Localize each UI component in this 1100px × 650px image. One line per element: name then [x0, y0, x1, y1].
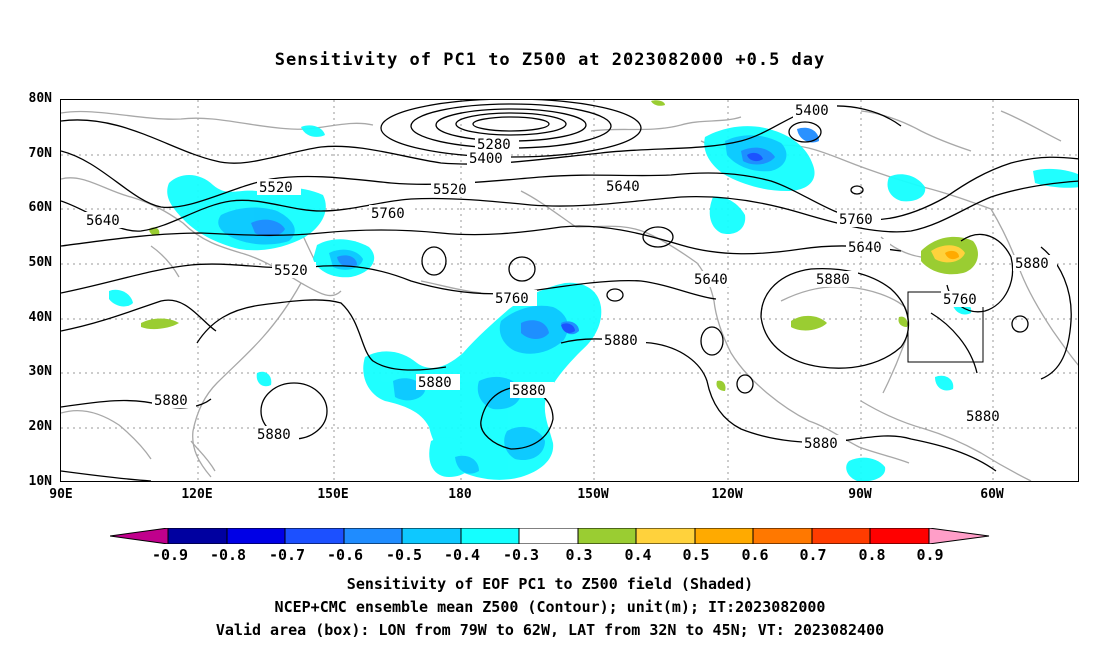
contour-label-7: 5760 — [369, 205, 413, 222]
contour-label-15: 5880 — [1013, 255, 1057, 272]
y-tick-label: 30N — [28, 364, 52, 379]
contour-label-21: 5880 — [964, 408, 1008, 425]
colorbar-swatch — [752, 528, 813, 544]
contour-label-6: 5640 — [84, 212, 128, 229]
colorbar-swatch — [460, 528, 520, 544]
contour-label: 5880 — [816, 272, 850, 288]
contour-label: 5280 — [477, 137, 511, 153]
contour-label: 5640 — [848, 240, 882, 256]
contour-label: 5880 — [604, 333, 638, 349]
colorbar-label: 0.6 — [741, 546, 769, 564]
contour-label: 5640 — [86, 213, 120, 229]
caption-valid-area: Valid area (box): LON from 79W to 62W, L… — [215, 621, 885, 639]
colorbar-swatch — [167, 528, 228, 544]
contour-label: 5760 — [495, 291, 529, 307]
colorbar-swatch — [869, 528, 930, 544]
colorbar-label: -0.8 — [209, 546, 247, 564]
contour-label-14: 5880 — [814, 271, 858, 288]
colorbar-label: -0.4 — [443, 546, 481, 564]
map-panel: 5400 5280 5400 5520 5640 5520 5640 5760 … — [60, 99, 1079, 482]
colorbar-label: 0.8 — [858, 546, 886, 564]
contour-label: 5880 — [257, 427, 291, 443]
colorbar-swatch — [635, 528, 696, 544]
contour-label-2: 5400 — [467, 150, 511, 167]
contour-label: 5520 — [433, 182, 467, 198]
contour-label: 5760 — [839, 212, 873, 228]
colorbar-label: -0.7 — [268, 546, 306, 564]
x-tick-label: 120W — [711, 487, 743, 502]
colorbar-swatch — [226, 528, 286, 544]
contour-label-0: 5400 — [793, 102, 837, 119]
colorbar-swatch — [811, 528, 871, 544]
contour-label-3: 5520 — [257, 179, 301, 196]
colorbar-swatch — [577, 528, 637, 544]
x-tick-label: 120E — [181, 487, 213, 502]
colorbar-label: -0.5 — [385, 546, 423, 564]
contour-label: 5400 — [795, 103, 829, 119]
caption-contour: NCEP+CMC ensemble mean Z500 (Contour); u… — [274, 598, 826, 616]
x-tick-label: 150E — [317, 487, 349, 502]
contour-label-4: 5640 — [604, 178, 648, 195]
contour-label-5: 5520 — [431, 181, 475, 198]
colorbar-label: 0.5 — [682, 546, 710, 564]
y-tick-label: 50N — [28, 255, 52, 270]
contour-label: 5520 — [274, 263, 308, 279]
contour-label: 5880 — [512, 383, 546, 399]
sensitivity-shading — [109, 100, 1078, 481]
colorbar-label: 0.4 — [624, 546, 652, 564]
caption-shading: Sensitivity of EOF PC1 to Z500 field (Sh… — [346, 575, 754, 593]
contour-label-11: 5640 — [692, 271, 736, 288]
y-tick-label: 60N — [28, 200, 52, 215]
y-tick-label: 40N — [28, 310, 52, 325]
y-tick-label: 10N — [28, 474, 52, 489]
colorbar-high-triangle — [928, 528, 990, 544]
contour-label: 5520 — [259, 180, 293, 196]
contour-label-13: 5760 — [941, 291, 985, 308]
contour-label: 5880 — [154, 393, 188, 409]
x-tick-label: 90E — [49, 487, 73, 502]
x-tick-label: 180 — [448, 487, 472, 502]
contour-label: 5880 — [804, 436, 838, 452]
contour-label-20: 5880 — [255, 426, 299, 443]
contour-label-8: 5760 — [837, 211, 881, 228]
x-tick-label: 60W — [980, 487, 1004, 502]
contour-label-17: 5880 — [416, 374, 460, 391]
contour-label: 5880 — [418, 375, 452, 391]
contour-label: 5760 — [371, 206, 405, 222]
colorbar-label: 0.9 — [916, 546, 944, 564]
contour-label: 5880 — [966, 409, 1000, 425]
y-tick-label: 20N — [28, 419, 52, 434]
colorbar-swatch — [284, 528, 345, 544]
x-tick-label: 150W — [577, 487, 609, 502]
contour-label: 5760 — [943, 292, 977, 308]
contour-label-1: 5280 — [475, 136, 519, 153]
colorbar-label: -0.9 — [151, 546, 189, 564]
y-tick-label: 80N — [28, 91, 52, 106]
colorbar-swatch — [518, 528, 579, 544]
colorbar-low-triangle — [110, 528, 169, 544]
colorbar-label: 0.3 — [565, 546, 593, 564]
colorbar-label: -0.3 — [502, 546, 540, 564]
map-title: Sensitivity of PC1 to Z500 at 2023082000… — [274, 50, 826, 70]
colorbar-swatch — [694, 528, 754, 544]
contour-label-12: 5760 — [493, 290, 537, 307]
contour-label: 5640 — [606, 179, 640, 195]
contour-label-16: 5880 — [602, 332, 646, 349]
contour-label-19: 5880 — [152, 392, 196, 409]
y-tick-label: 70N — [28, 146, 52, 161]
x-tick-label: 90W — [848, 487, 872, 502]
contour-label-10: 5520 — [272, 262, 316, 279]
colorbar-label: 0.7 — [799, 546, 827, 564]
colorbar-swatch — [401, 528, 462, 544]
contour-labels: 5400 5280 5400 5520 5640 5520 5640 5760 … — [84, 102, 1057, 452]
colorbar — [110, 528, 990, 544]
colorbar-swatch — [343, 528, 403, 544]
contour-label: 5400 — [469, 151, 503, 167]
contour-label-9: 5640 — [846, 239, 890, 256]
colorbar-label: -0.6 — [326, 546, 364, 564]
contour-label-22: 5880 — [802, 435, 846, 452]
contour-label-18: 5880 — [510, 382, 554, 399]
contour-label: 5880 — [1015, 256, 1049, 272]
contour-label: 5640 — [694, 272, 728, 288]
